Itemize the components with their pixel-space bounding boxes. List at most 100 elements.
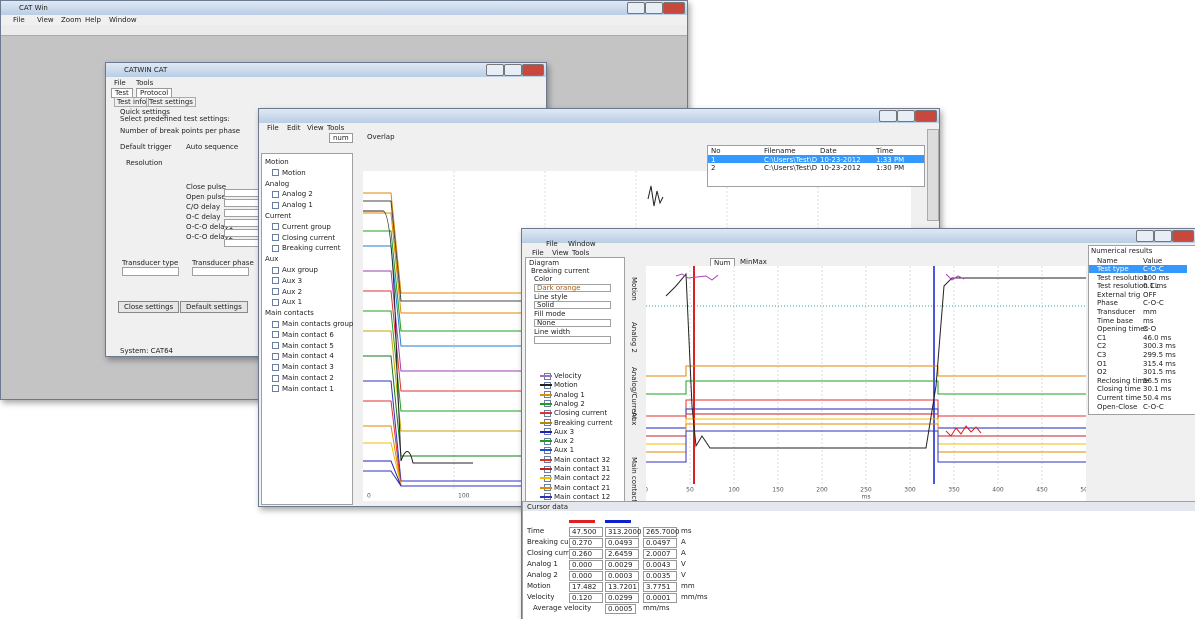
tree-panel: Motion Motion Analog Analog 2 Analog 1 Curren… bbox=[261, 153, 353, 505]
tree-item[interactable]: Motion bbox=[265, 158, 289, 166]
legend-item[interactable]: Main contact 32 bbox=[530, 456, 610, 464]
table-cell: 50.4 ms bbox=[1143, 394, 1172, 402]
legend-swatch bbox=[540, 430, 552, 433]
window-button[interactable] bbox=[627, 2, 645, 14]
tree-item[interactable]: Motion bbox=[272, 169, 306, 177]
sub-tab[interactable]: Test settings bbox=[146, 97, 196, 107]
label: O-C delay bbox=[186, 213, 221, 221]
dropdown-value[interactable]: Dark orange bbox=[537, 284, 581, 292]
window-button[interactable] bbox=[522, 64, 544, 76]
tree-item[interactable]: Main contacts group bbox=[272, 320, 353, 328]
legend-item[interactable]: Main contact 21 bbox=[530, 484, 610, 492]
cursor-value: 0.120 bbox=[569, 593, 603, 603]
tree-item[interactable]: Main contact 4 bbox=[272, 352, 334, 360]
legend-swatch bbox=[540, 486, 552, 489]
tree-item[interactable]: Main contact 6 bbox=[272, 331, 334, 339]
menu-item[interactable]: View bbox=[37, 16, 54, 24]
trace bbox=[646, 365, 1086, 377]
legend-item[interactable]: Breaking current bbox=[530, 419, 612, 427]
dropdown-value[interactable]: Solid bbox=[537, 301, 555, 309]
menu-item[interactable]: Edit bbox=[287, 124, 301, 132]
legend-swatch bbox=[540, 412, 552, 415]
legend-item[interactable]: Analog 1 bbox=[530, 391, 585, 399]
side-tab bbox=[927, 129, 939, 221]
window-button[interactable] bbox=[1154, 230, 1172, 242]
button[interactable]: Default settings bbox=[180, 301, 248, 313]
tree-item[interactable]: Aux 3 bbox=[272, 277, 302, 285]
window-button[interactable] bbox=[645, 2, 663, 14]
toolbar-toggle[interactable]: num bbox=[329, 133, 353, 143]
legend-item[interactable]: Motion bbox=[530, 381, 578, 389]
menu-item[interactable]: Tools bbox=[136, 79, 154, 87]
menu-item[interactable]: File bbox=[13, 16, 25, 24]
button[interactable]: Close settings bbox=[118, 301, 180, 313]
window-button[interactable] bbox=[486, 64, 504, 76]
table-cell: Phase bbox=[1097, 299, 1118, 308]
legend-item[interactable]: Aux 3 bbox=[530, 428, 574, 436]
trace bbox=[646, 399, 1086, 417]
legend-item[interactable]: Main contact 12 bbox=[530, 493, 610, 501]
tree-item[interactable]: Current bbox=[265, 212, 292, 220]
menu-item[interactable]: Window bbox=[568, 240, 596, 248]
toolbar-toggle[interactable]: Overlap bbox=[367, 133, 395, 141]
legend-item[interactable]: Analog 2 bbox=[530, 400, 585, 408]
table-cell: mm bbox=[1143, 308, 1157, 316]
cursor-value: 2.6459 bbox=[605, 549, 639, 559]
tree-item[interactable]: Main contact 3 bbox=[272, 363, 334, 371]
tree-item[interactable]: Aux 2 bbox=[272, 288, 302, 296]
legend-item[interactable]: Main contact 22 bbox=[530, 474, 610, 482]
tree-item[interactable]: Aux bbox=[265, 255, 279, 264]
menu-item[interactable]: Help bbox=[85, 16, 101, 24]
window-button[interactable] bbox=[915, 110, 937, 122]
legend-item[interactable]: Main contact 31 bbox=[530, 465, 610, 473]
menu-item[interactable]: File bbox=[114, 79, 126, 87]
sub-tab[interactable]: Test info bbox=[114, 97, 150, 107]
legend-item[interactable]: Aux 1 bbox=[530, 446, 574, 454]
window-title: CATWIN CAT bbox=[124, 66, 168, 74]
window-button[interactable] bbox=[1136, 230, 1154, 242]
menu-item[interactable]: View bbox=[552, 249, 569, 257]
window-button[interactable] bbox=[897, 110, 915, 122]
table-cell: 301.5 ms bbox=[1143, 368, 1176, 377]
footer-item: mm/ms bbox=[643, 604, 670, 612]
tree-item[interactable]: Main contacts bbox=[265, 309, 314, 318]
tree-item[interactable]: Analog bbox=[265, 179, 290, 188]
menu-item[interactable]: File bbox=[532, 249, 544, 257]
tree-item[interactable]: Aux 1 bbox=[272, 298, 302, 306]
cursor-value: 0.0035 bbox=[643, 571, 677, 581]
legend-item[interactable]: Aux 2 bbox=[530, 437, 574, 445]
cursor-value: 0.0493 bbox=[605, 538, 639, 548]
cursor-panel: Cursor data Time 47.500 313.2000 265.7000 ms B… bbox=[522, 501, 1195, 619]
tree-item[interactable]: Breaking current bbox=[272, 244, 340, 252]
menu-item[interactable]: File bbox=[267, 124, 279, 132]
menu-item[interactable]: Tools bbox=[327, 124, 345, 132]
table-cell: O2 bbox=[1097, 368, 1107, 377]
legend-item[interactable]: Velocity bbox=[530, 372, 581, 380]
tree-item[interactable]: Main contact 1 bbox=[272, 385, 334, 393]
toolbar-toggle[interactable]: MinMax bbox=[740, 258, 767, 266]
label: Resolution bbox=[126, 159, 163, 167]
cursor-value: 0.260 bbox=[569, 549, 603, 559]
menu-item[interactable]: Zoom bbox=[61, 16, 82, 24]
menu-item[interactable]: Window bbox=[109, 16, 137, 24]
table-cell: Transducer bbox=[1097, 308, 1136, 316]
tree-item[interactable]: Closing current bbox=[272, 234, 335, 242]
tree-item[interactable]: Main contact 5 bbox=[272, 342, 334, 350]
tree-item[interactable]: Aux group bbox=[272, 266, 318, 274]
dropdown-value[interactable]: None bbox=[537, 319, 556, 327]
tree-item[interactable]: Analog 2 bbox=[272, 190, 313, 198]
window-button[interactable] bbox=[663, 2, 685, 14]
menu-item[interactable]: Tools bbox=[572, 249, 590, 257]
legend-item[interactable]: Closing current bbox=[530, 409, 607, 417]
window-button[interactable] bbox=[1172, 230, 1194, 242]
window-button[interactable] bbox=[879, 110, 897, 122]
tree-item[interactable]: Main contact 2 bbox=[272, 374, 334, 382]
panel-title: Numerical results bbox=[1091, 247, 1153, 255]
tree-item[interactable]: Current group bbox=[272, 223, 331, 231]
window-button[interactable] bbox=[504, 64, 522, 76]
menu-item[interactable]: View bbox=[307, 124, 324, 132]
tree-item[interactable]: Analog 1 bbox=[272, 201, 313, 209]
legend-swatch bbox=[540, 449, 552, 452]
menu-item[interactable]: File bbox=[546, 240, 558, 248]
table-cell: 1 bbox=[711, 156, 716, 164]
